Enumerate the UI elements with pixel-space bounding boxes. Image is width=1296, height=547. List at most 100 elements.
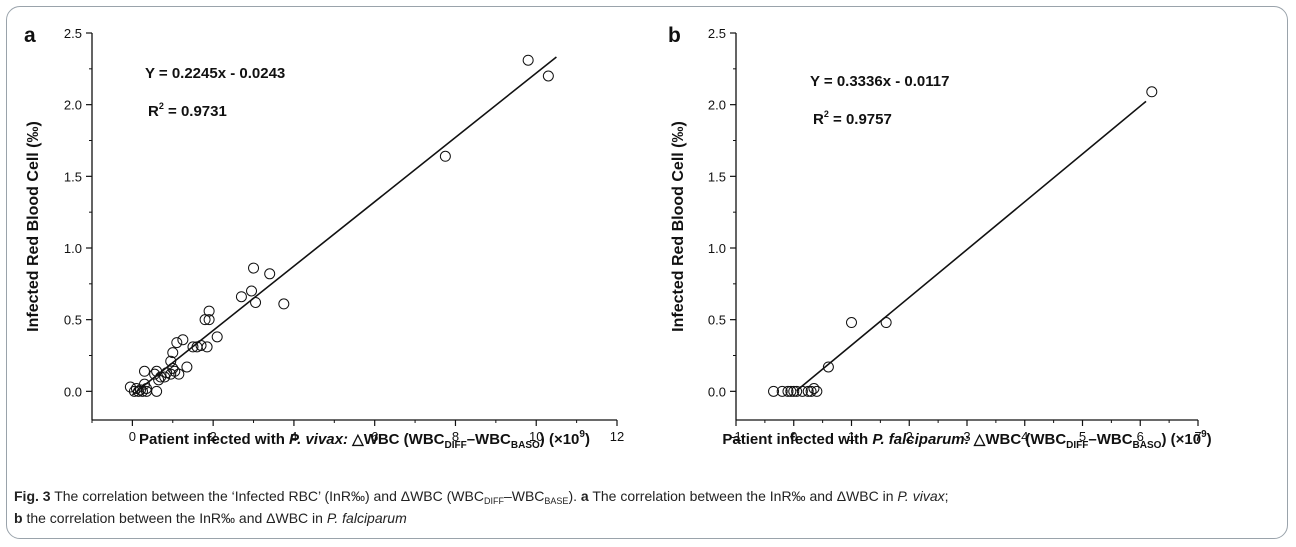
data-point	[785, 385, 797, 397]
data-point	[788, 385, 800, 397]
caption-text: The correlation between the ‘Infected RB…	[50, 488, 484, 504]
regression-line	[796, 100, 1147, 392]
x-tick-label: -1	[730, 429, 742, 444]
x-label-sup: 9	[579, 429, 585, 440]
x-tick-label: 4	[290, 429, 297, 444]
r-squared-value: = 0.9731	[164, 103, 227, 120]
x-tick-label: 12	[610, 429, 624, 444]
x-axis-label: Patient infected with P. falciparum: △WB…	[722, 429, 1211, 451]
r-squared-value: = 0.9757	[829, 111, 892, 128]
data-point	[177, 334, 189, 346]
x-label-text: )	[585, 431, 590, 448]
x-tick-label: 7	[1194, 429, 1201, 444]
r-squared: R2 = 0.9731	[148, 101, 227, 120]
x-axis-label: Patient infected with P. vivax: △WBC (WB…	[139, 429, 590, 451]
caption-panel-b: b	[14, 510, 23, 526]
data-point	[796, 385, 808, 397]
data-point	[165, 355, 177, 367]
data-point	[173, 368, 185, 380]
data-point	[153, 374, 165, 386]
x-label-sub: DIFF	[1066, 440, 1088, 451]
data-point	[128, 385, 140, 397]
x-tick-label: 2	[210, 429, 217, 444]
x-tick-label: 10	[529, 429, 543, 444]
data-point	[195, 339, 207, 351]
caption-species: P. vivax	[897, 488, 945, 504]
data-point	[171, 337, 183, 349]
data-point	[187, 341, 199, 353]
r-squared-sup: 2	[159, 101, 164, 111]
y-tick-label: 0.0	[64, 384, 82, 399]
data-point	[167, 347, 179, 359]
x-label-text: –WBC	[467, 431, 511, 448]
data-point	[776, 385, 788, 397]
x-label-sub: BASO	[1133, 440, 1162, 451]
x-label-sub: DIFF	[445, 440, 467, 451]
x-label-text: ) (×10	[540, 431, 580, 448]
y-tick-label: 1.5	[708, 169, 726, 184]
x-tick-label: 6	[1137, 429, 1144, 444]
data-point	[246, 285, 258, 297]
data-point	[151, 385, 163, 397]
y-tick-label: 0.0	[708, 384, 726, 399]
data-point	[141, 382, 153, 394]
x-label-sup: 9	[1201, 429, 1207, 440]
x-tick-label: 6	[371, 429, 378, 444]
caption-fig-label: Fig. 3	[14, 488, 51, 504]
x-tick-label: 4	[1021, 429, 1028, 444]
data-point	[808, 382, 820, 394]
caption-text: The correlation between the InR‰ and ΔWB…	[588, 488, 898, 504]
caption-text: ;	[944, 488, 949, 504]
x-label-species: P. vivax:	[289, 431, 348, 448]
r-squared: R2 = 0.9757	[813, 109, 892, 128]
data-point	[203, 305, 215, 317]
data-point	[1146, 86, 1158, 98]
data-point	[768, 385, 780, 397]
data-point	[439, 150, 451, 162]
data-point	[846, 317, 857, 329]
data-point	[139, 365, 150, 377]
x-label-text: )	[1207, 431, 1212, 448]
caption-line-2: b the correlation between the InR‰ and Δ…	[14, 507, 1280, 529]
panel-label: a	[24, 24, 36, 47]
x-tick-label: 0	[790, 429, 797, 444]
r-squared-prefix: R	[813, 111, 824, 128]
data-point	[211, 331, 223, 343]
data-point	[805, 385, 817, 397]
data-point	[880, 317, 892, 329]
data-point	[132, 385, 144, 397]
x-label-text: Patient infected with	[722, 431, 872, 448]
data-point	[802, 385, 814, 397]
y-tick-label: 1.0	[708, 241, 726, 256]
y-axis-label: Infected Red Blood Cell (‰)	[670, 121, 687, 332]
y-tick-label: 2.5	[708, 26, 726, 41]
chart-panel-a: 0 2 4 6 8 10 12 0.0 0.5 1.0 1.5 2.0 2.5 a Y = 0.2245x …	[24, 24, 624, 451]
data-point	[264, 268, 276, 280]
x-label-text: –WBC	[1088, 431, 1132, 448]
data-point	[203, 314, 215, 326]
y-tick-label: 2.5	[64, 26, 82, 41]
panel-label: b	[668, 24, 681, 47]
data-point	[149, 368, 161, 380]
r-squared-sup: 2	[824, 109, 829, 119]
data-point	[235, 291, 247, 303]
x-tick-label: 2	[906, 429, 913, 444]
y-axis-label: Infected Red Blood Cell (‰)	[25, 121, 42, 332]
data-point	[248, 262, 260, 274]
r-squared-prefix: R	[148, 103, 159, 120]
data-point	[181, 361, 193, 373]
x-label-species: P. falciparum:	[872, 431, 969, 448]
x-label-text: Patient infected with	[139, 431, 289, 448]
x-label-text: △WBC (WBC	[348, 431, 445, 448]
data-point	[278, 298, 290, 310]
x-tick-label: 3	[963, 429, 970, 444]
y-tick-label: 0.5	[708, 313, 726, 328]
chart-panel-b: -1 0 1 2 3 4 5 6 7 0.0 0.5 1.0 1.5 2.0 2.5 b Y = 0.3336x…	[668, 24, 1212, 451]
data-point	[522, 54, 534, 66]
y-tick-label: 2.0	[708, 98, 726, 113]
regression-equation: Y = 0.2245x - 0.0243	[145, 65, 285, 82]
y-tick-label: 1.0	[64, 241, 82, 256]
data-point	[155, 371, 167, 383]
caption-text: the correlation between the InR‰ and ΔWB…	[22, 510, 327, 526]
data-point	[542, 70, 554, 82]
